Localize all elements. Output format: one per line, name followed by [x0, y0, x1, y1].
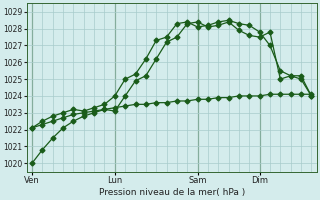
X-axis label: Pression niveau de la mer( hPa ): Pression niveau de la mer( hPa ): [99, 188, 245, 197]
